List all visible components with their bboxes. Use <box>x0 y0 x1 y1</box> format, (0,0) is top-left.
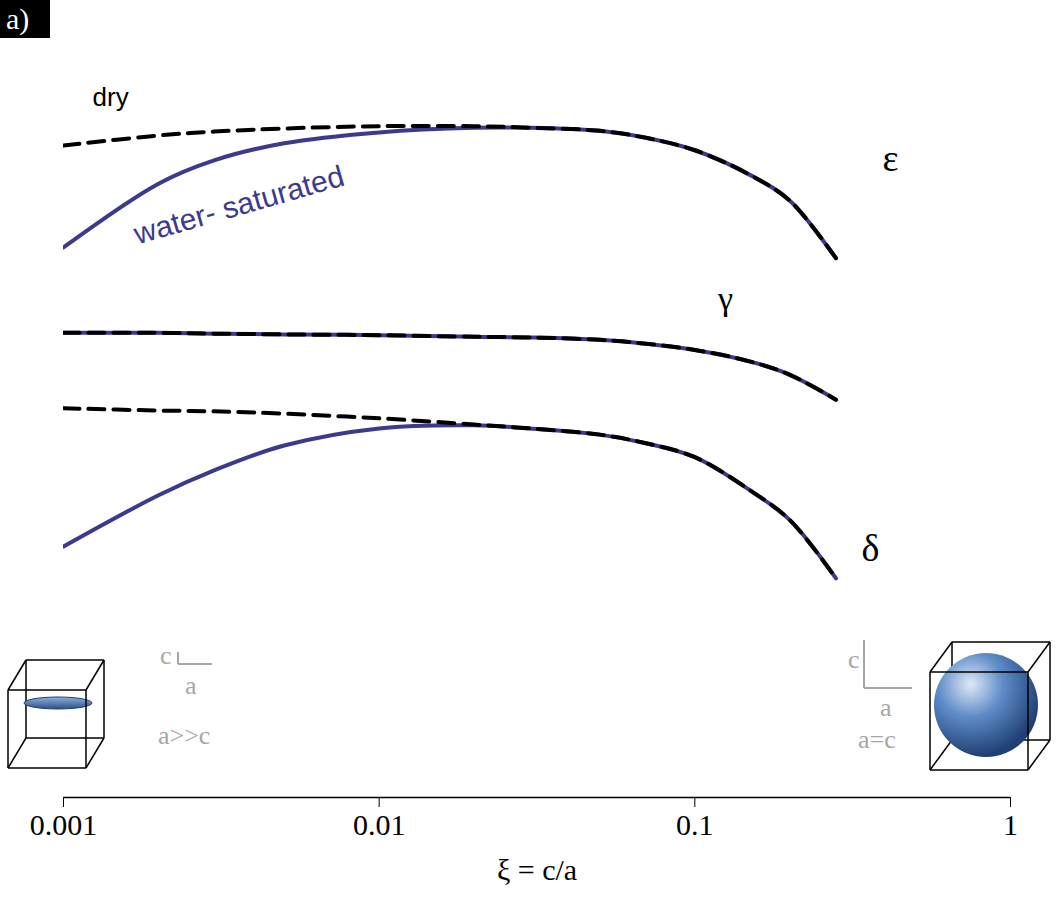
svg-text:c: c <box>160 641 172 670</box>
svg-text:a: a <box>185 671 197 700</box>
svg-text:water- saturated: water- saturated <box>129 159 347 251</box>
svg-text:ε: ε <box>883 137 899 179</box>
svg-text:0.01: 0.01 <box>353 808 406 841</box>
svg-text:a: a <box>880 693 892 722</box>
svg-text:a): a) <box>6 2 29 36</box>
svg-text:δ: δ <box>861 527 879 569</box>
svg-text:0.001: 0.001 <box>30 808 98 841</box>
svg-text:dry: dry <box>93 82 129 112</box>
svg-text:0.1: 0.1 <box>676 808 714 841</box>
svg-text:c: c <box>848 645 860 674</box>
svg-text:1: 1 <box>1003 808 1018 841</box>
svg-text:a=c: a=c <box>858 725 896 754</box>
svg-text:a>>c: a>>c <box>158 721 210 750</box>
svg-text:γ: γ <box>717 280 733 317</box>
svg-text:ξ = c/a: ξ = c/a <box>497 853 577 886</box>
